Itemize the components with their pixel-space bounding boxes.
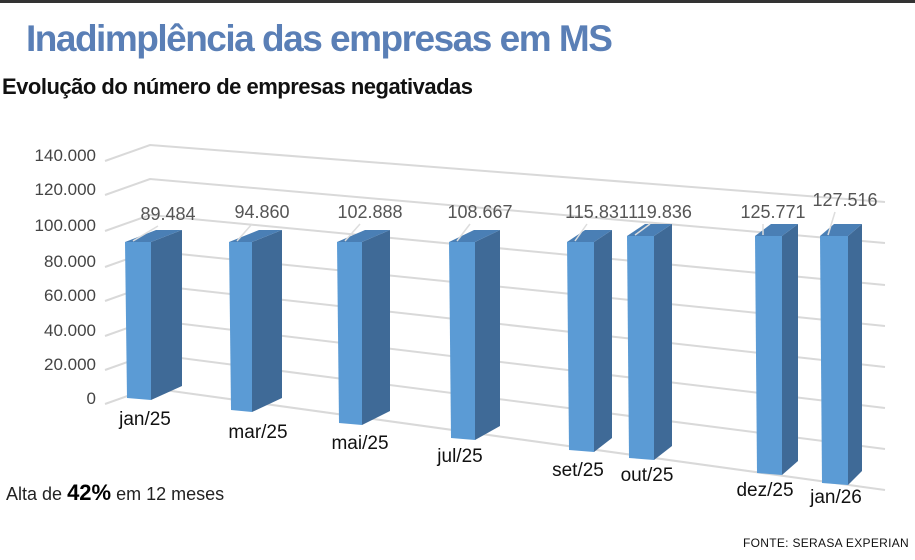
y-tick-label: 60.000 [44,286,96,305]
note-highlight: 42% [67,480,112,505]
bar-top [229,230,282,242]
leader-line [574,223,588,242]
bar-top [125,230,182,242]
bar-side [848,224,862,485]
source-credit: FONTE: SERASA EXPERIAN [743,536,909,550]
bar-top [337,230,390,242]
bar-front [125,242,151,400]
page-title: Inadimplência das empresas em MS [26,18,613,59]
bar-side [654,224,672,460]
category-label: set/25 [552,460,604,481]
bar-front [229,242,252,412]
gridline [104,143,886,203]
y-tick-label: 80.000 [44,252,96,271]
value-label: 89.484 [140,204,195,224]
bar-top [449,230,500,242]
bar-side [151,230,182,400]
value-label: 115.831 [565,202,629,222]
note-prefix: Alta de [6,484,63,504]
leader-line [634,223,651,236]
bar-side [594,230,612,452]
bar-side [252,230,282,412]
bar-top [567,230,612,242]
value-label: 102.888 [337,202,402,222]
value-label: 119.836 [628,202,692,222]
category-label: mai/25 [331,433,388,454]
category-label: jan/25 [118,409,171,430]
leader-line [344,223,361,242]
leader-line [827,211,836,236]
bar-front [755,236,782,475]
category-label: dez/25 [736,480,793,501]
top-rule [0,0,915,3]
value-label: 125.771 [740,202,805,222]
category-label: jan/26 [809,487,862,508]
y-tick-label: 100.000 [35,216,96,235]
leader-line [456,223,471,242]
value-label: 127.516 [812,190,877,210]
leader-line [132,225,159,242]
bar-side [475,230,500,440]
chart-subtitle: Evolução do número de empresas negativad… [2,74,473,99]
category-label: out/25 [621,465,674,486]
bar-front [449,242,475,440]
category-label: jul/25 [436,446,482,467]
bar-front [567,242,594,452]
bar-front [337,242,362,425]
value-label: 94.860 [234,202,289,222]
y-tick-label: 20.000 [44,355,96,374]
bar-side [362,230,390,425]
gridline [104,177,886,244]
growth-note: Alta de 42% em 12 meses [6,480,224,506]
leader-line [236,223,253,242]
bar-front [627,236,654,460]
value-label: 108.667 [447,202,512,222]
bar-top [755,224,798,236]
bar-front [820,236,848,485]
y-tick-label: 40.000 [44,321,96,340]
note-suffix: em 12 meses [116,484,225,504]
y-tick-label: 0 [87,389,96,408]
bar-side [782,224,798,475]
y-tick-label: 140.000 [35,146,96,165]
y-tick-label: 120.000 [35,180,96,199]
category-label: mar/25 [228,422,287,443]
